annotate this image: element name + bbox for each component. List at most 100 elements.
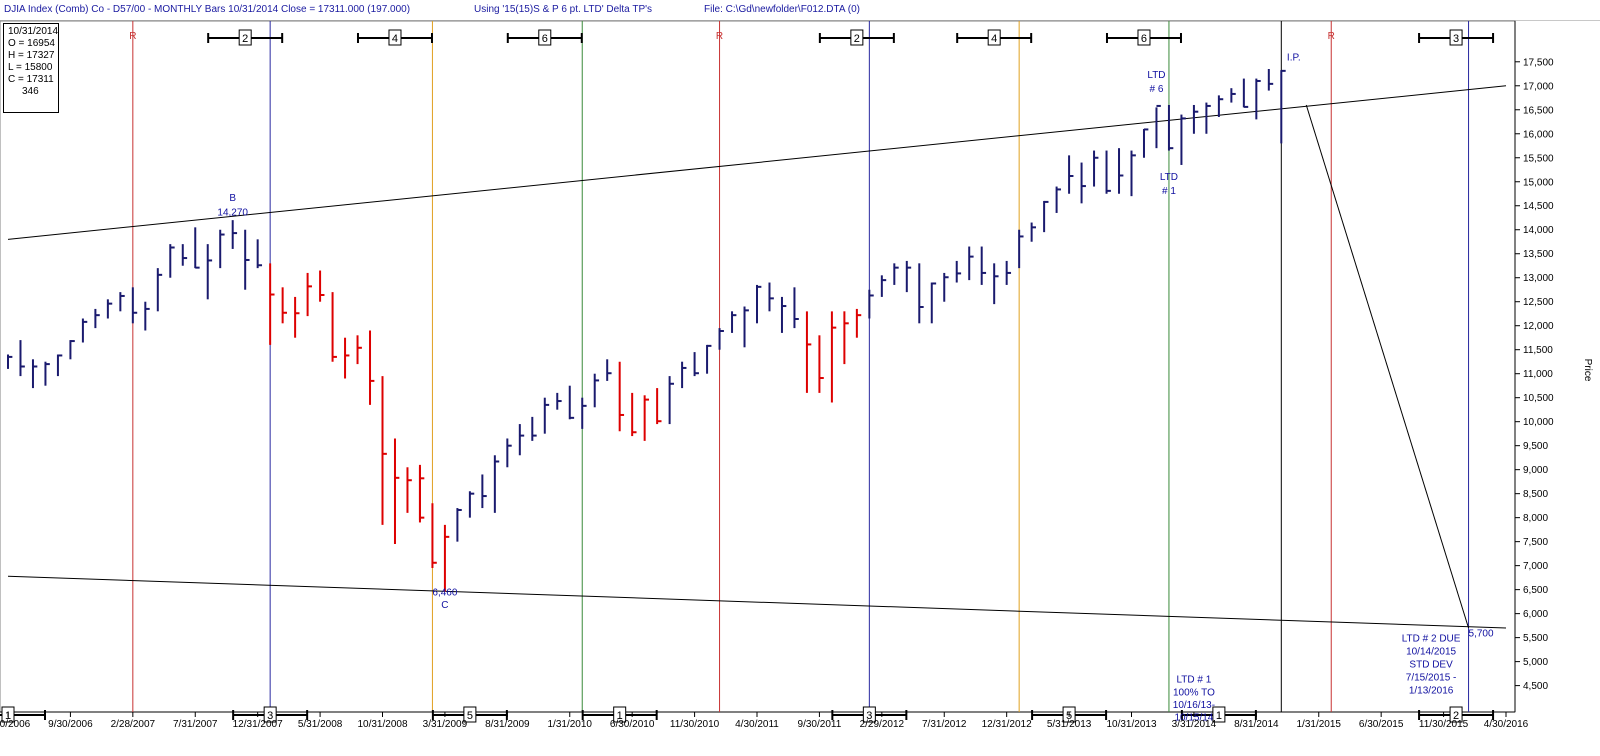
ohlc-readout: 10/31/2014 O = 16954 H = 17327 L = 15800… [3, 23, 59, 113]
annotation-text: STD DEV [1409, 659, 1453, 670]
y-tick-label: 5,500 [1523, 633, 1548, 644]
y-tick-label: 11,500 [1523, 345, 1553, 356]
y-tick-label: 10,500 [1523, 393, 1554, 404]
x-tick-label: 5/31/2008 [298, 719, 343, 730]
x-tick-label: 3/31/2009 [423, 719, 468, 730]
x-tick-label: 7/31/2012 [922, 719, 967, 730]
x-tick-label: 9/30/2006 [48, 719, 93, 730]
x-tick-label: 12/31/2012 [982, 719, 1032, 730]
annotation-text: # 6 [1150, 84, 1164, 95]
y-tick-label: 11,000 [1523, 369, 1553, 380]
ohlc-date: 10/31/2014 [8, 26, 59, 37]
annotation-text: 10/14/2015 [1406, 646, 1456, 657]
y-tick-label: 7,000 [1523, 561, 1548, 572]
y-tick-label: 4,500 [1523, 681, 1548, 692]
bottom-marker-label: 3 [866, 710, 872, 722]
y-tick-label: 13,500 [1523, 249, 1554, 260]
x-tick-label: 1/31/2010 [548, 719, 593, 730]
annotation-text: 7/15/2015 - [1406, 672, 1457, 683]
annotation-text: 6,460 [432, 587, 457, 598]
bottom-marker-box [862, 706, 876, 723]
top-marker-label: 4 [392, 33, 398, 45]
y-tick-label: 8,000 [1523, 513, 1548, 524]
x-tick-label: 3/31/2014 [1172, 719, 1217, 730]
y-tick-label: 12,000 [1523, 321, 1554, 332]
x-tick-label: 11/30/2015 [1419, 719, 1469, 730]
y-tick-label: 5,000 [1523, 657, 1548, 668]
file-label: File: C:\Gd\newfolder\F012.DTA (0) [704, 4, 860, 15]
x-tick-label: 4/30/2006 [0, 719, 31, 730]
annotation-text: C [441, 600, 448, 611]
x-tick-label: 7/31/2007 [173, 719, 218, 730]
x-tick-label: 2/29/2012 [860, 719, 905, 730]
top-marker-label: 3 [1453, 33, 1459, 45]
x-tick-label: 5/31/2013 [1047, 719, 1092, 730]
cycle-label-r: R [129, 31, 136, 42]
x-tick-label: 11/30/2010 [670, 719, 720, 730]
y-tick-label: 13,000 [1523, 273, 1554, 284]
trendline [1305, 104, 1470, 629]
x-tick-label: 1/31/2015 [1297, 719, 1342, 730]
y-tick-label: 15,500 [1523, 153, 1554, 164]
x-tick-label: 2/28/2007 [111, 719, 156, 730]
x-tick-label: 9/30/2011 [798, 719, 842, 730]
annotation-text: 10/16/13- [1173, 700, 1215, 711]
annotation-text: B [229, 193, 236, 204]
axes: 4,500 5,000 5,500 6,000 6,500 7,000 7,500 8,000… [0, 57, 1593, 730]
y-tick-label: 7,500 [1523, 537, 1548, 548]
y-tick-label: 6,000 [1523, 609, 1548, 620]
annotation-text: 10/15/14 [1174, 713, 1213, 724]
chart-title: DJIA Index (Comb) Co - D57/00 - MONTHLY … [4, 4, 411, 15]
y-tick-label: 17,000 [1523, 81, 1554, 92]
top-marker-box [538, 29, 552, 46]
ohlc-bars [7, 68, 1286, 592]
indicator-label: Using '15(15)S & P 6 pt. LTD' Delta TP's [474, 4, 653, 15]
ohlc-high: H = 17327 [8, 50, 55, 61]
y-tick-label: 8,500 [1523, 489, 1548, 500]
plot-area [0, 20, 1516, 713]
x-tick-label: 10/31/2013 [1106, 719, 1156, 730]
y-tick-label: 12,500 [1523, 297, 1554, 308]
bottom-marker-label: 1 [617, 710, 623, 722]
annotation-text: 14,270 [217, 207, 248, 218]
bottom-marker-box [613, 706, 627, 723]
ohlc-open: O = 16954 [8, 38, 55, 49]
x-tick-label: 4/30/2016 [1484, 719, 1529, 730]
annotation-text: 1/13/2016 [1409, 685, 1454, 696]
x-tick-label: 6/30/2015 [1359, 719, 1404, 730]
y-tick-label: 14,500 [1523, 201, 1554, 212]
top-marker-label: 4 [991, 33, 997, 45]
bottom-marker-box [263, 706, 277, 723]
top-marker-label: 6 [1141, 33, 1147, 45]
ohlc-extra: 346 [22, 86, 39, 97]
x-tick-label: 12/31/2007 [233, 719, 283, 730]
y-tick-label: 6,500 [1523, 585, 1548, 596]
y-tick-label: 14,000 [1523, 225, 1554, 236]
cycle-markers: 246246313513512 [0, 29, 1495, 723]
annotation-text: LTD # 1 [1176, 675, 1211, 686]
cycle-label-r: R [1328, 31, 1335, 42]
bottom-marker-label: 2 [1453, 710, 1459, 722]
top-marker-box [1449, 29, 1463, 46]
annotation-text: LTD [1147, 70, 1165, 81]
top-marker-box [850, 29, 864, 46]
bottom-marker-box [1212, 706, 1226, 723]
ohlc-close: C = 17311 [8, 74, 54, 85]
y-tick-label: 9,500 [1523, 441, 1548, 452]
x-tick-label: 8/31/2009 [485, 719, 530, 730]
y-tick-label: 16,500 [1523, 105, 1554, 116]
top-marker-box [388, 29, 402, 46]
x-tick-label: 6/30/2010 [610, 719, 655, 730]
top-marker-label: 2 [242, 33, 248, 45]
bottom-marker-label: 3 [267, 710, 273, 722]
y-tick-label: 9,000 [1523, 465, 1548, 476]
annotation-text: I.P. [1287, 52, 1301, 63]
y-axis-title: Price [1582, 359, 1593, 382]
top-marker-box [1137, 29, 1151, 46]
y-tick-label: 15,000 [1523, 177, 1554, 188]
y-tick-label: 16,000 [1523, 129, 1554, 140]
x-tick-label: 8/31/2014 [1234, 719, 1279, 730]
top-marker-label: 2 [854, 33, 860, 45]
annotations: B 14,270 6,460 C LTD # 6 LTD # 1 I.P. 5,700 LTD # … [217, 52, 1494, 723]
